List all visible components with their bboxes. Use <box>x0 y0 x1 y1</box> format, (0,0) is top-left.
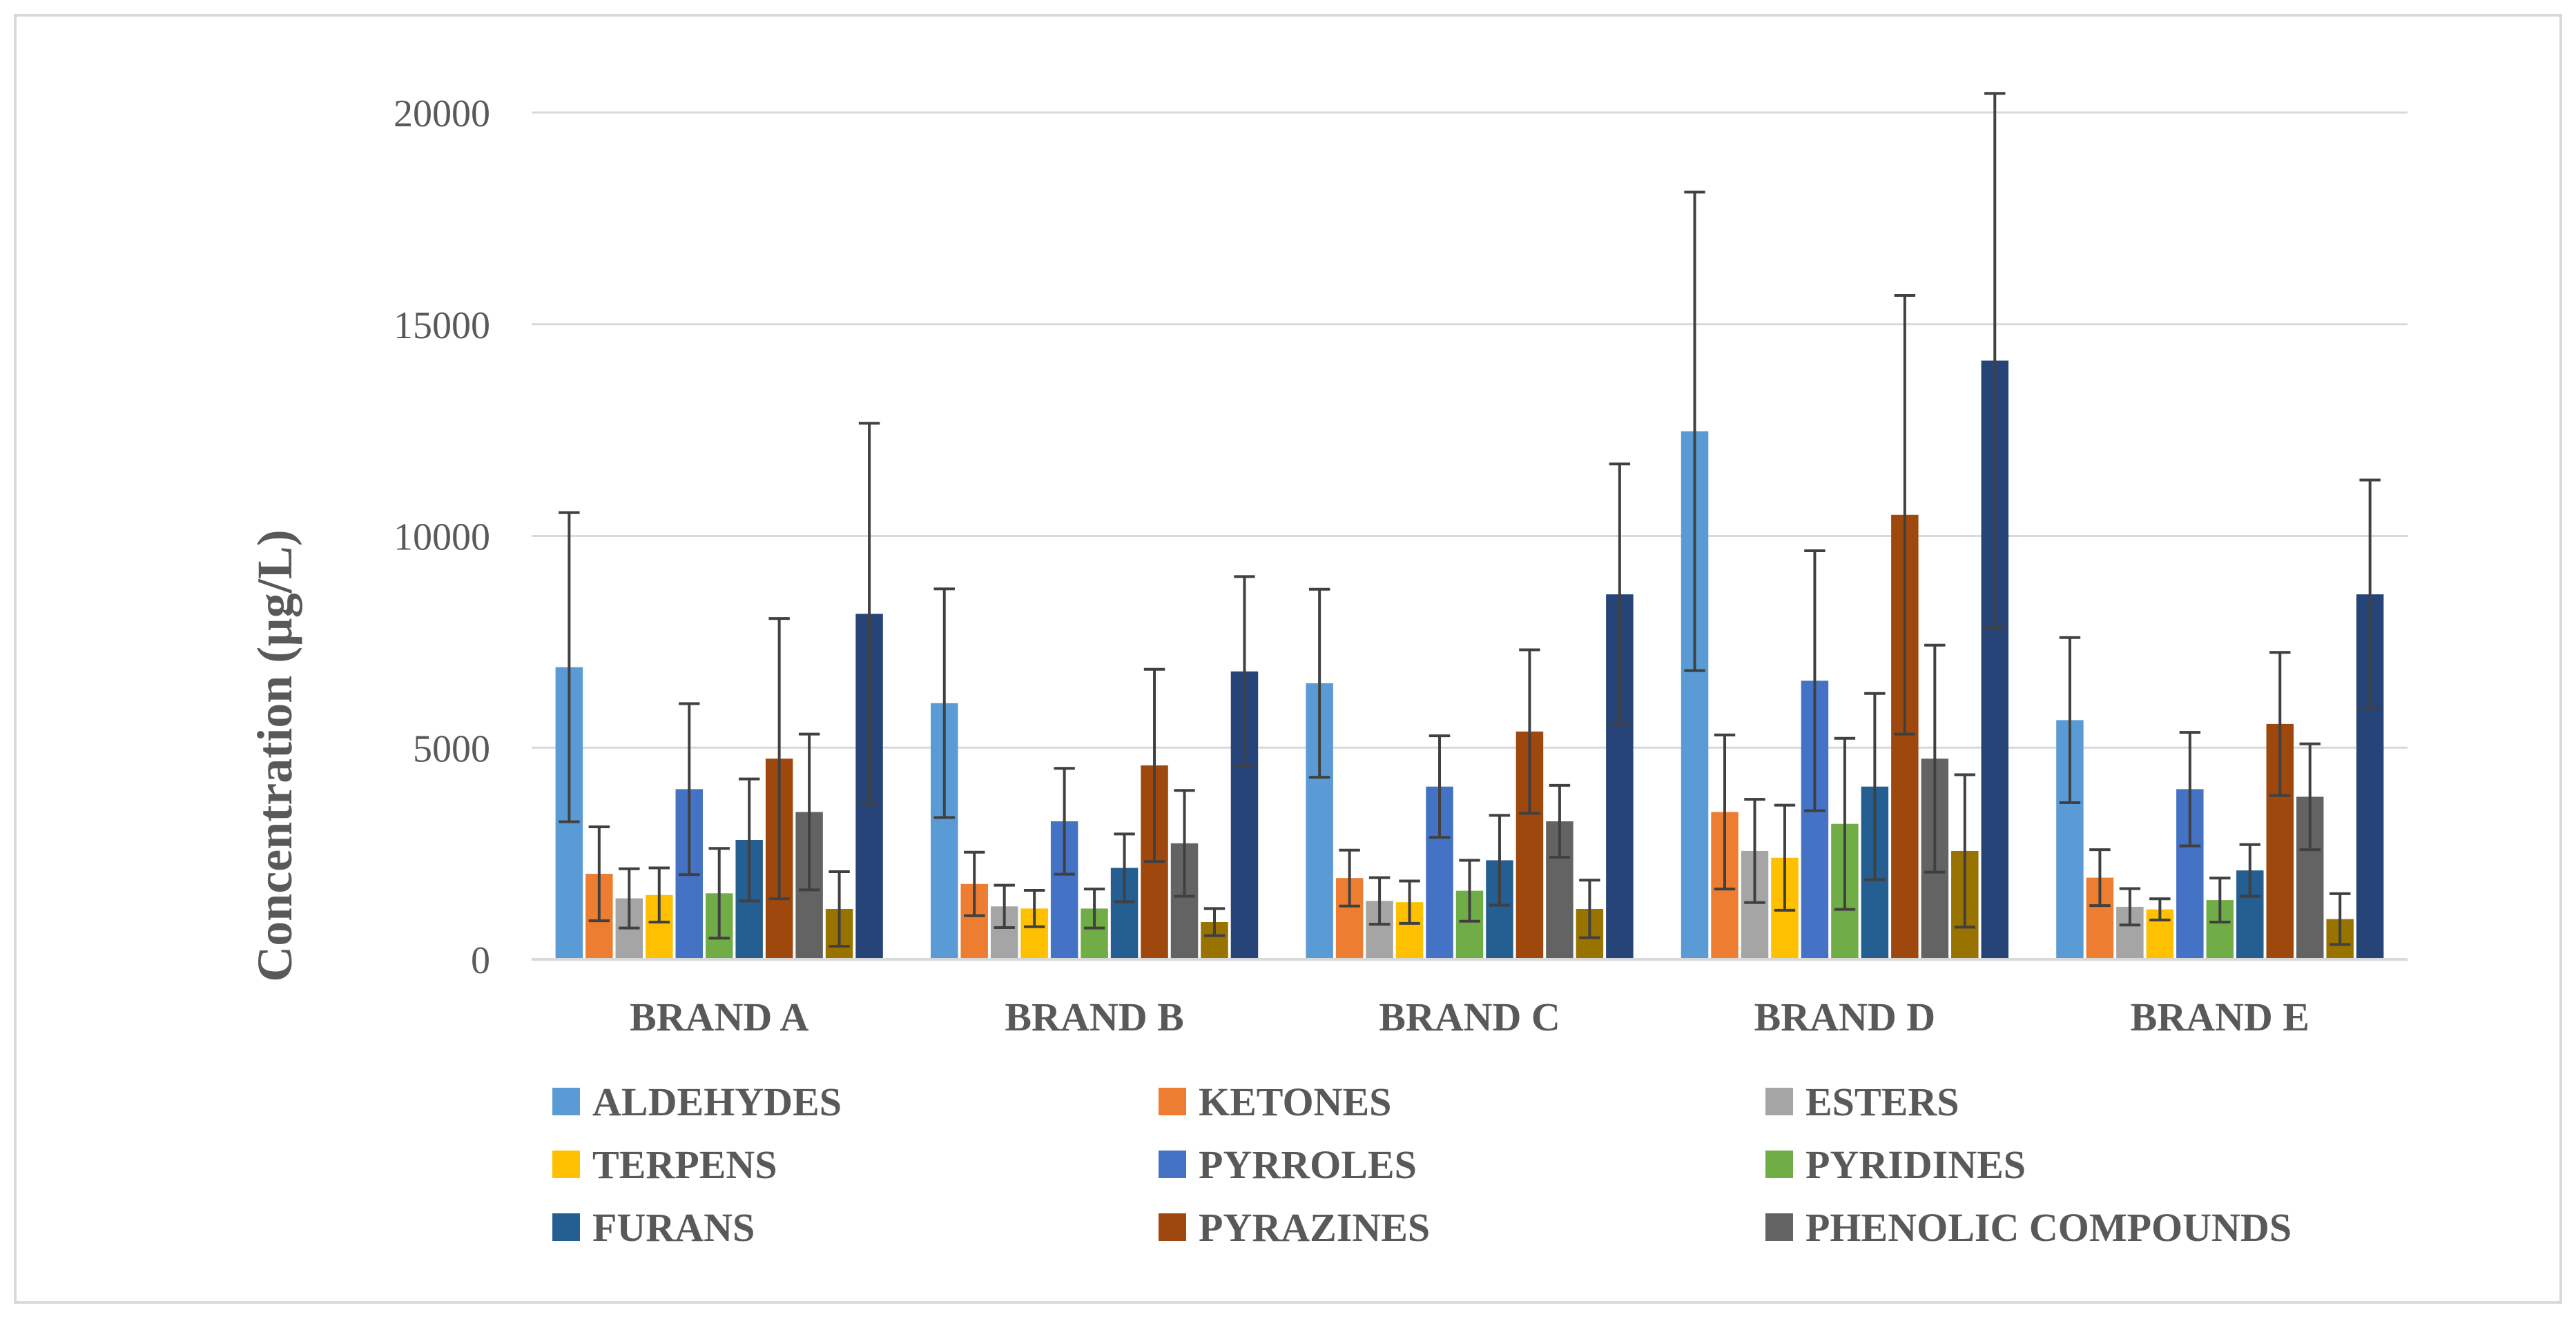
legend-swatch <box>552 1213 580 1241</box>
y-axis-ticks: 0 5000 10000 15000 20000 <box>394 92 490 982</box>
x-tick-label: BRAND B <box>1005 995 1183 1039</box>
legend-label: FURANS <box>592 1205 755 1250</box>
legend-swatch <box>1159 1151 1186 1178</box>
error-bars <box>559 92 2381 948</box>
legend-swatch <box>1765 1088 1793 1115</box>
x-axis-ticks: BRAND A BRAND B BRAND C BRAND D BRAND E <box>630 995 2309 1039</box>
chart-border <box>14 14 2562 1304</box>
gridlines <box>532 111 2408 749</box>
x-tick-label: BRAND C <box>1379 995 1560 1039</box>
x-tick-label: BRAND A <box>630 995 809 1039</box>
y-tick-label: 20000 <box>394 92 490 135</box>
legend-label: PYRIDINES <box>1805 1142 2026 1187</box>
legend-swatch <box>552 1151 580 1178</box>
legend-label: TERPENS <box>592 1142 777 1187</box>
legend-label: ESTERS <box>1805 1079 1959 1124</box>
y-tick-label: 0 <box>471 939 490 982</box>
legend-swatch <box>1765 1151 1793 1178</box>
x-tick-label: BRAND D <box>1754 995 1936 1039</box>
legend-label: PHENOLIC COMPOUNDS <box>1805 1205 2292 1250</box>
legend-label: PYRROLES <box>1199 1142 1417 1187</box>
legend-swatch <box>1159 1088 1186 1115</box>
legend-label: KETONES <box>1199 1079 1391 1124</box>
legend-swatch <box>1159 1213 1186 1241</box>
legend-swatch <box>552 1088 580 1115</box>
y-axis-label: Concentration (µg/L) <box>247 529 302 981</box>
y-tick-label: 5000 <box>413 727 490 770</box>
y-tick-label: 10000 <box>394 516 490 559</box>
legend-label: PYRAZINES <box>1199 1205 1430 1250</box>
x-tick-label: BRAND E <box>2131 995 2309 1039</box>
legend-swatch <box>1765 1213 1793 1241</box>
y-tick-label: 15000 <box>394 304 490 347</box>
legend-label: ALDEHYDES <box>592 1079 842 1124</box>
legend: ALDEHYDES KETONES ESTERS TERPENS PYRROLES PYR… <box>552 1079 2292 1250</box>
